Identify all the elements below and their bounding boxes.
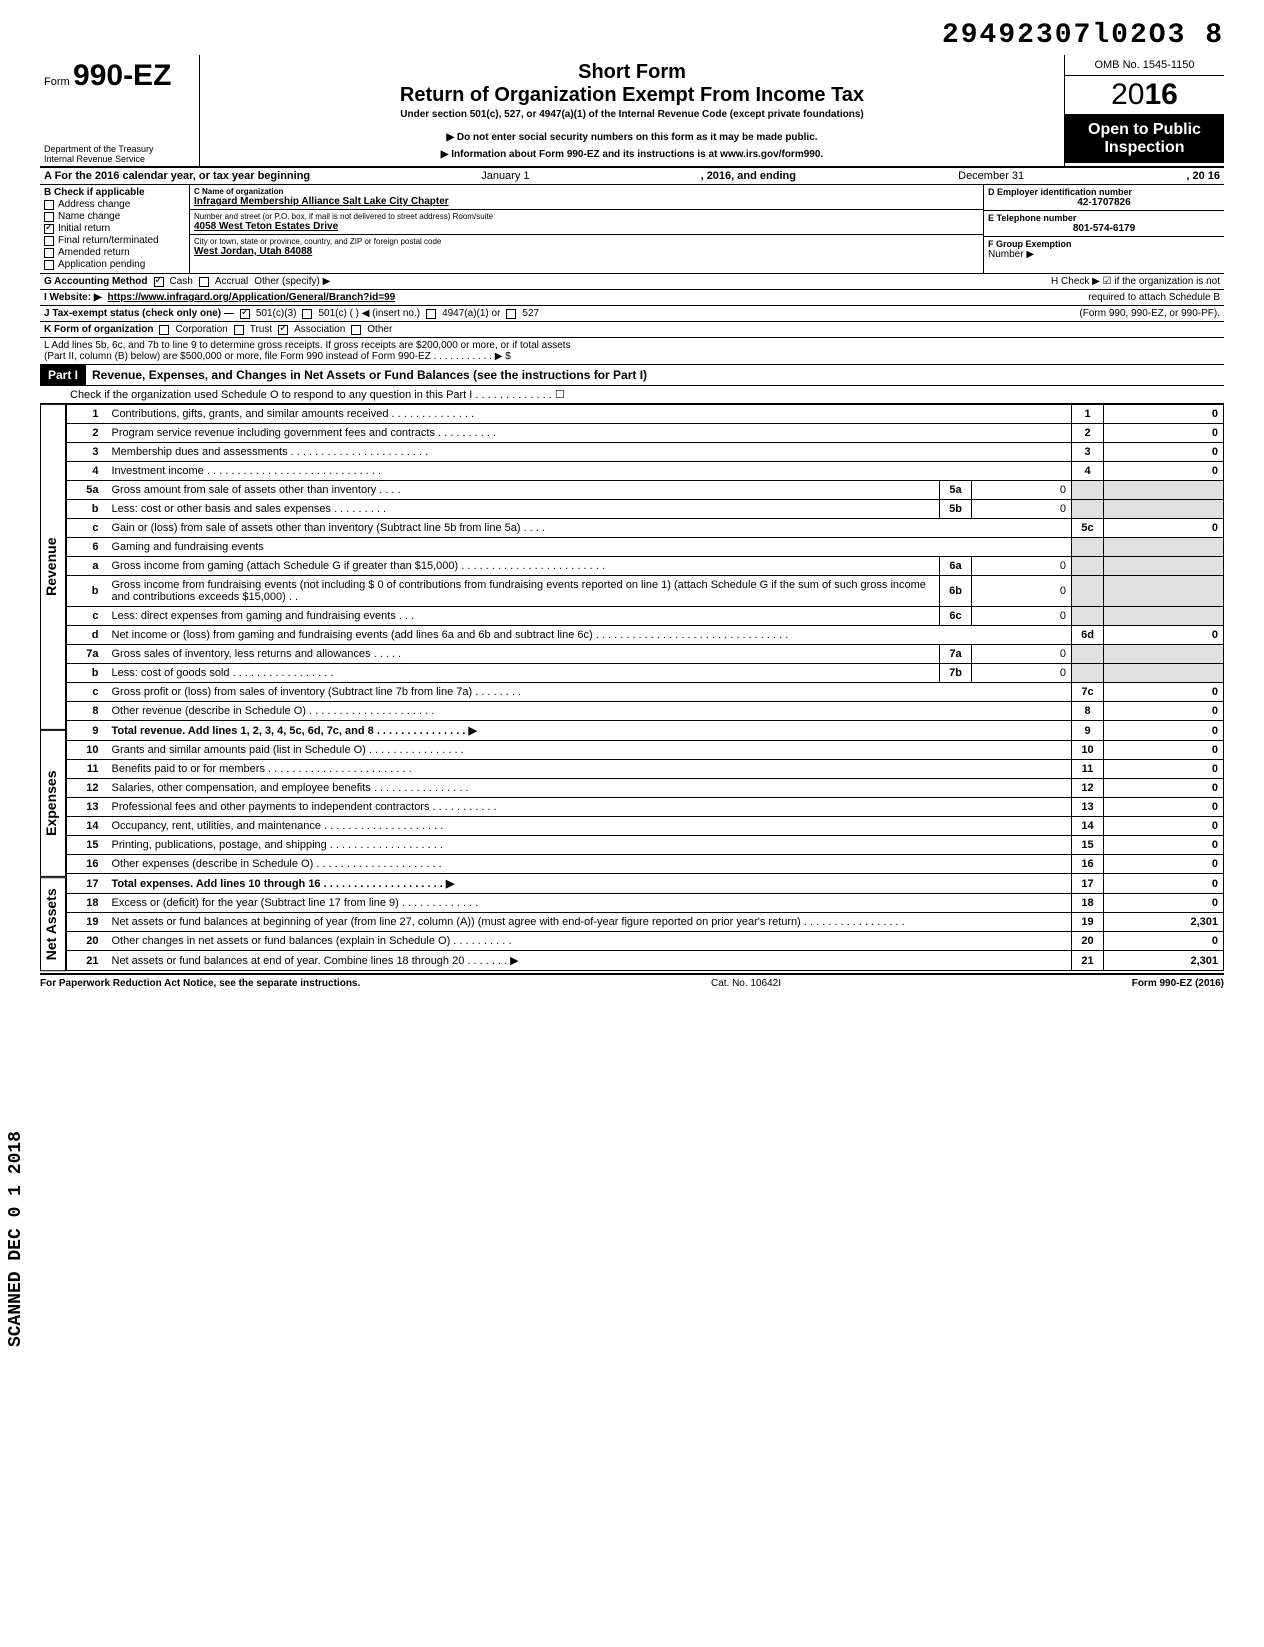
line-18: 18Excess or (deficit) for the year (Subt… [67,894,1224,913]
line-c: cLess: direct expenses from gaming and f… [67,607,1224,626]
row-a-tax-year: A For the 2016 calendar year, or tax yea… [40,168,1224,185]
4947-checkbox[interactable] [426,309,436,319]
row-j-tax-exempt: J Tax-exempt status (check only one) — 5… [40,306,1224,322]
col-b-checkboxes: B Check if applicable Address changeName… [40,185,190,273]
checkbox-application-pending[interactable]: Application pending [44,259,185,270]
line-a: aGross income from gaming (attach Schedu… [67,557,1224,576]
open-public: Open to Public Inspection [1065,115,1224,163]
line-7a: 7aGross sales of inventory, less returns… [67,645,1224,664]
line-6: 6Gaming and fundraising events [67,538,1224,557]
part-1-header: Part I Revenue, Expenses, and Changes in… [40,365,1224,386]
line-21: 21Net assets or fund balances at end of … [67,951,1224,971]
org-city: West Jordan, Utah 84088 [194,246,979,257]
netassets-label: Net Assets [40,877,66,971]
part-1-sub: Check if the organization used Schedule … [40,386,1224,404]
scanned-stamp: SCANNED DEC 0 1 2018 [6,1131,26,1347]
line-d: dNet income or (loss) from gaming and fu… [67,626,1224,645]
cash-checkbox[interactable] [154,277,164,287]
line-11: 11Benefits paid to or for members . . . … [67,760,1224,779]
short-form-title: Short Form [210,61,1054,84]
line-12: 12Salaries, other compensation, and empl… [67,779,1224,798]
expenses-label: Expenses [40,730,66,877]
checkbox-name-change[interactable]: Name change [44,211,185,222]
dept-treasury: Department of the Treasury Internal Reve… [44,144,154,164]
row-i-website: I Website: ▶ https://www.infragard.org/A… [40,290,1224,306]
checkbox-amended-return[interactable]: Amended return [44,247,185,258]
line-9: 9Total revenue. Add lines 1, 2, 3, 4, 5c… [67,721,1224,741]
instruction-2: Information about Form 990-EZ and its in… [210,149,1054,160]
line-13: 13Professional fees and other payments t… [67,798,1224,817]
main-form-grid: Revenue Expenses Net Assets 1Contributio… [40,404,1224,971]
line-15: 15Printing, publications, postage, and s… [67,836,1224,855]
row-l: L Add lines 5b, 6c, and 7b to line 9 to … [40,338,1224,365]
line-1: 1Contributions, gifts, grants, and simil… [67,405,1224,424]
line-4: 4Investment income . . . . . . . . . . .… [67,462,1224,481]
col-c-org-info: C Name of organizationInfragard Membersh… [190,185,984,273]
form-footer: For Paperwork Reduction Act Notice, see … [40,973,1224,992]
line-14: 14Occupancy, rent, utilities, and mainte… [67,817,1224,836]
line-10: 10Grants and similar amounts paid (list … [67,741,1224,760]
org-name: Infragard Membership Alliance Salt Lake … [194,196,979,207]
line-b: bLess: cost of goods sold . . . . . . . … [67,664,1224,683]
line-2: 2Program service revenue including gover… [67,424,1224,443]
omb-number: OMB No. 1545-1150 [1065,55,1224,76]
row-g-accounting: G Accounting Method Cash Accrual Other (… [40,274,1224,290]
line-8: 8Other revenue (describe in Schedule O) … [67,702,1224,721]
corp-checkbox[interactable] [159,325,169,335]
ein: 42-1707826 [988,197,1220,208]
stamp-number: 29492307l02O3 8 [40,20,1224,51]
form-prefix: Form [44,76,70,88]
other-checkbox[interactable] [351,325,361,335]
return-title: Return of Organization Exempt From Incom… [210,84,1054,107]
line-3: 3Membership dues and assessments . . . .… [67,443,1224,462]
527-checkbox[interactable] [506,309,516,319]
501c-checkbox[interactable] [302,309,312,319]
line-16: 16Other expenses (describe in Schedule O… [67,855,1224,874]
assoc-checkbox[interactable] [278,325,288,335]
line-17: 17Total expenses. Add lines 10 through 1… [67,874,1224,894]
accrual-checkbox[interactable] [199,277,209,287]
form-number: 990-EZ [73,59,171,92]
line-c: cGross profit or (loss) from sales of in… [67,683,1224,702]
checkbox-initial-return[interactable]: Initial return [44,223,185,234]
line-20: 20Other changes in net assets or fund ba… [67,932,1224,951]
website-url: https://www.infragard.org/Application/Ge… [108,292,396,303]
form-lines-table: 1Contributions, gifts, grants, and simil… [66,404,1224,971]
501c3-checkbox[interactable] [240,309,250,319]
col-de: D Employer identification number42-17078… [984,185,1224,273]
line-b: bLess: cost or other basis and sales exp… [67,500,1224,519]
under-section: Under section 501(c), 527, or 4947(a)(1)… [210,109,1054,120]
checkbox-address-change[interactable]: Address change [44,199,185,210]
form-header: Form 990-EZ Department of the Treasury I… [40,55,1224,168]
phone: 801-574-6179 [988,223,1220,234]
checkbox-final-return-terminated[interactable]: Final return/terminated [44,235,185,246]
trust-checkbox[interactable] [234,325,244,335]
line-5a: 5aGross amount from sale of assets other… [67,481,1224,500]
line-c: cGain or (loss) from sale of assets othe… [67,519,1224,538]
tax-year: 2016 [1065,76,1224,115]
line-b: bGross income from fundraising events (n… [67,576,1224,607]
revenue-label: Revenue [40,404,66,730]
org-address: 4058 West Teton Estates Drive [194,221,979,232]
instruction-1: Do not enter social security numbers on … [210,132,1054,143]
section-bcde: B Check if applicable Address changeName… [40,185,1224,274]
row-k-form-org: K Form of organization Corporation Trust… [40,322,1224,338]
line-19: 19Net assets or fund balances at beginni… [67,913,1224,932]
